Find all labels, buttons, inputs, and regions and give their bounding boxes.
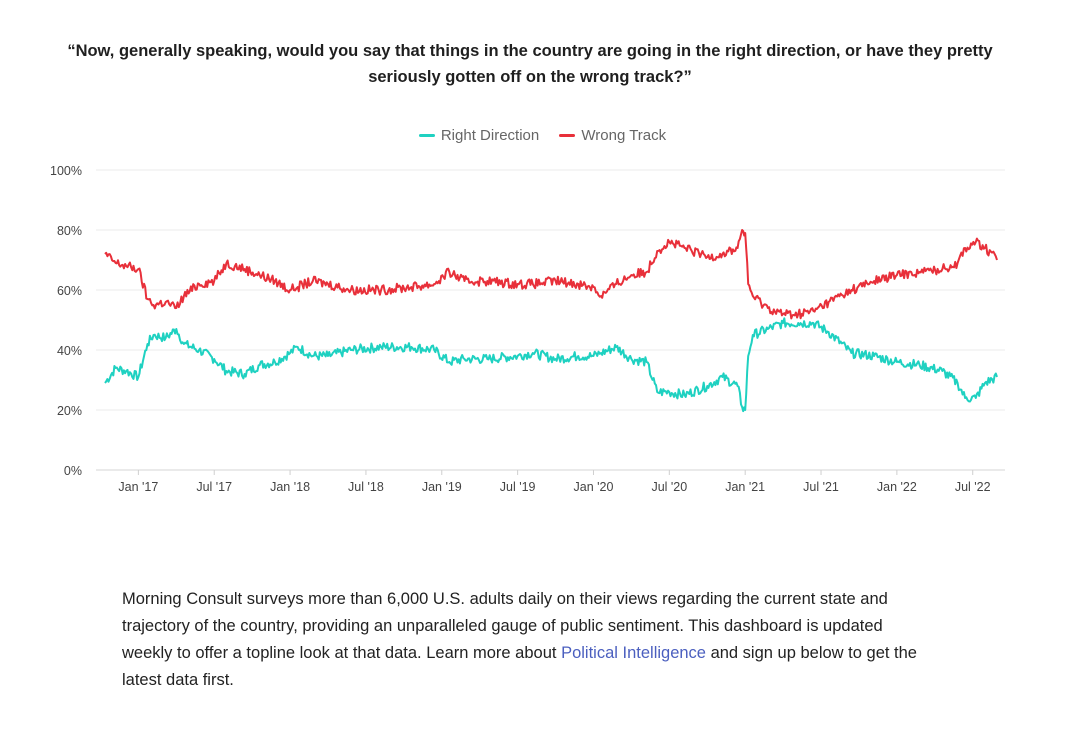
legend-label-wrong-track: Wrong Track bbox=[581, 127, 667, 144]
series-line-right-direction bbox=[104, 317, 998, 413]
x-tick-label: Jul '20 bbox=[651, 480, 687, 494]
x-tick-label: Jan '20 bbox=[574, 480, 614, 494]
legend-item-wrong-track[interactable]: Wrong Track bbox=[559, 127, 666, 144]
y-tick-label: 60% bbox=[57, 284, 82, 298]
x-tick-label: Jan '19 bbox=[422, 480, 462, 494]
legend-label-right-direction: Right Direction bbox=[440, 127, 540, 144]
x-tick-label: Jan '18 bbox=[270, 480, 310, 494]
x-tick-label: Jul '22 bbox=[955, 480, 991, 494]
description-text-start: Morning Consult surveys more than 6,000 … bbox=[122, 590, 888, 662]
series-line-wrong-track bbox=[104, 229, 998, 320]
x-tick-label: Jul '21 bbox=[803, 480, 839, 494]
description-text-end: and sign up below to get the latest data… bbox=[122, 644, 917, 689]
x-tick-label: Jan '22 bbox=[877, 480, 917, 494]
political-intelligence-link[interactable]: Political Intelligence bbox=[561, 644, 706, 662]
legend-swatch-right-direction bbox=[418, 134, 435, 137]
y-tick-label: 20% bbox=[57, 404, 82, 418]
y-tick-label: 0% bbox=[64, 464, 82, 478]
x-tick-label: Jul '18 bbox=[348, 480, 384, 494]
x-tick-label: Jul '19 bbox=[500, 480, 536, 494]
chart-legend: Right Direction Wrong Track bbox=[0, 124, 1085, 144]
y-tick-label: 40% bbox=[57, 344, 82, 358]
x-tick-label: Jan '17 bbox=[118, 480, 158, 494]
x-tick-label: Jan '21 bbox=[725, 480, 765, 494]
description-paragraph: Morning Consult surveys more than 6,000 … bbox=[122, 586, 932, 694]
y-tick-label: 80% bbox=[57, 224, 82, 238]
chart-title: “Now, generally speaking, would you say … bbox=[67, 42, 993, 86]
legend-item-right-direction[interactable]: Right Direction bbox=[418, 127, 540, 144]
x-tick-label: Jul '17 bbox=[196, 480, 232, 494]
legend-swatch-wrong-track bbox=[559, 134, 576, 137]
line-chart: 0% 20% 40% 60% 80% 100% Jan '17 Jul '17 Jan '18 J… bbox=[50, 164, 1005, 494]
y-tick-label: 100% bbox=[50, 164, 82, 178]
